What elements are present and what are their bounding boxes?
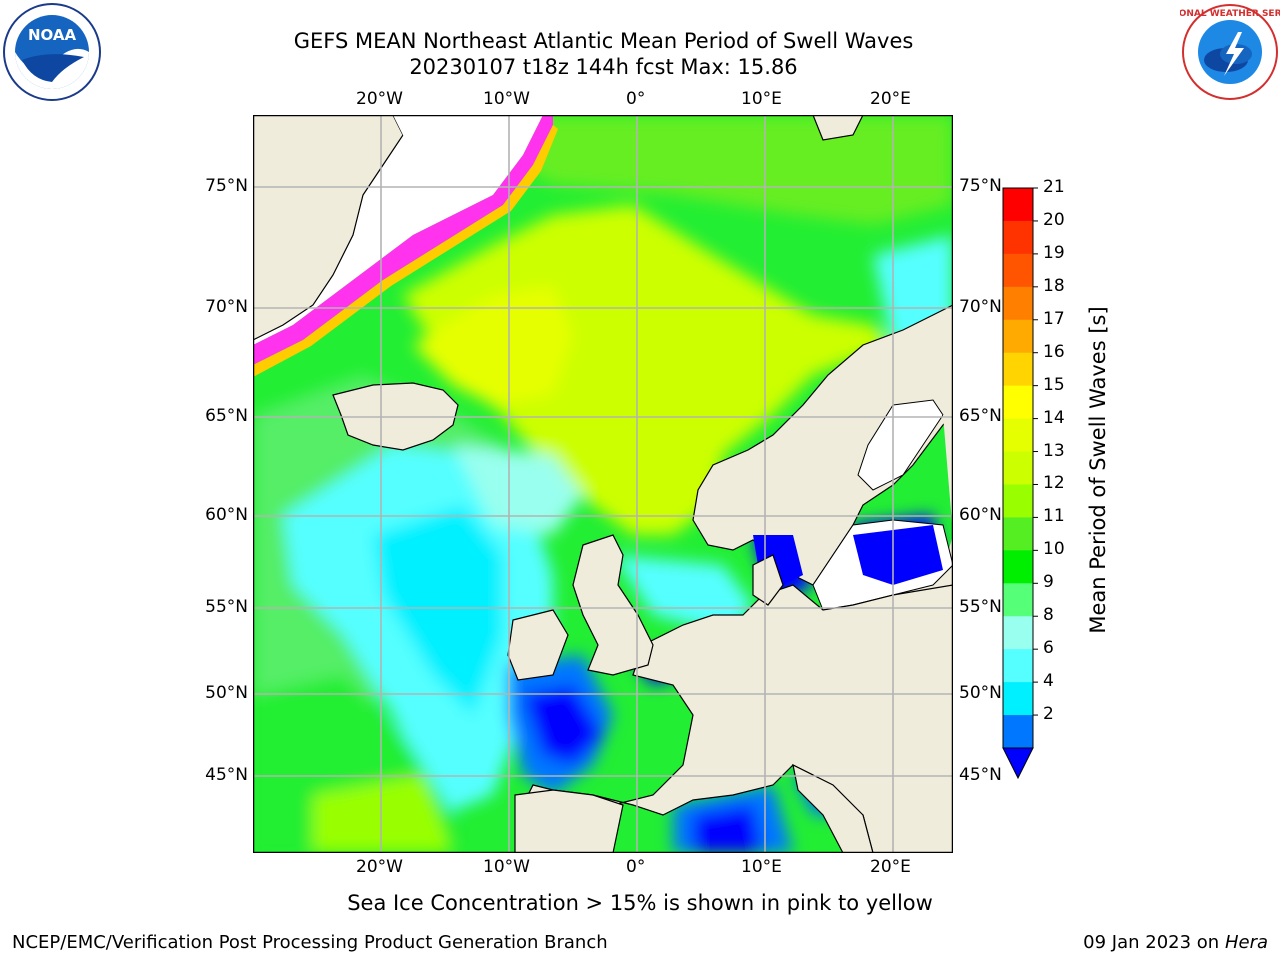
- colorbar-tick-label: 4: [1043, 671, 1054, 692]
- colorbar-segment: [1003, 188, 1033, 222]
- lat-label: 50°N: [205, 683, 248, 703]
- svg-text:NATIONAL WEATHER SERVICE: NATIONAL WEATHER SERVICE: [1180, 9, 1280, 19]
- lat-label: 60°N: [205, 505, 248, 525]
- footer-credit: NCEP/EMC/Verification Post Processing Pr…: [12, 932, 608, 953]
- colorbar-segment: [1003, 715, 1033, 749]
- colorbar-tick-label: 18: [1043, 275, 1065, 296]
- colorbar-tick-label: 12: [1043, 473, 1065, 494]
- colorbar-tick-label: 16: [1043, 341, 1065, 362]
- colorbar-tick-label: 11: [1043, 506, 1065, 527]
- lat-label: 75°N: [205, 176, 248, 196]
- lon-label: 10°E: [741, 857, 782, 877]
- colorbar-segment: [1003, 484, 1033, 518]
- lon-label: 20°E: [870, 857, 911, 877]
- colorbar-segment: [1003, 451, 1033, 485]
- lat-label: 55°N: [205, 597, 248, 617]
- colorbar-tick-label: 6: [1043, 638, 1054, 659]
- lon-label: 10°W: [483, 89, 530, 109]
- footer-date: 09 Jan 2023 on Hera: [1083, 932, 1268, 953]
- colorbar-segment: [1003, 517, 1033, 551]
- colorbar-segment: [1003, 583, 1033, 617]
- colorbar-tick-label: 21: [1043, 177, 1065, 197]
- lat-label: 55°N: [959, 597, 1002, 617]
- lat-label: 45°N: [205, 765, 248, 785]
- lat-label: 70°N: [205, 297, 248, 317]
- lat-label: 70°N: [959, 297, 1002, 317]
- lat-label: 75°N: [959, 176, 1002, 196]
- colorbar-tick-label: 8: [1043, 605, 1054, 626]
- map-subtitle: 20230107 t18z 144h fcst Max: 15.86: [409, 55, 798, 79]
- lat-label: 65°N: [205, 406, 248, 426]
- swell-period-map: [253, 115, 953, 853]
- colorbar-segment: [1003, 616, 1033, 650]
- svg-text:NOAA: NOAA: [28, 26, 77, 44]
- lat-label: 50°N: [959, 683, 1002, 703]
- colorbar-tick-label: 2: [1043, 704, 1054, 725]
- lon-label: 20°W: [356, 857, 403, 877]
- lon-label: 10°W: [483, 857, 530, 877]
- map-title: GEFS MEAN Northeast Atlantic Mean Period…: [293, 29, 914, 53]
- lon-label: 20°E: [870, 89, 911, 109]
- colorbar-tick-label: 15: [1043, 374, 1065, 395]
- lat-label: 45°N: [959, 765, 1002, 785]
- colorbar-extend-arrow: [1002, 747, 1034, 780]
- noaa-logo: NOAA: [2, 2, 102, 106]
- colorbar-segment: [1003, 352, 1033, 387]
- colorbar: [1000, 186, 1040, 790]
- colorbar-tick-label: 17: [1043, 308, 1065, 329]
- colorbar-segment: [1003, 649, 1033, 683]
- colorbar-segment: [1003, 253, 1033, 288]
- colorbar-tick-label: 19: [1043, 242, 1065, 263]
- colorbar-segment: [1003, 385, 1033, 420]
- graticule: [253, 115, 953, 853]
- colorbar-segment: [1003, 220, 1033, 255]
- colorbar-tick-label: 20: [1043, 209, 1065, 230]
- colorbar-tick-label: 13: [1043, 440, 1065, 461]
- colorbar-segment: [1003, 682, 1033, 716]
- lon-label: 0°: [626, 857, 646, 877]
- colorbar-tick-label: 9: [1043, 572, 1054, 593]
- lon-label: 20°W: [356, 89, 403, 109]
- lat-label: 60°N: [959, 505, 1002, 525]
- colorbar-tick-label: 10: [1043, 539, 1065, 560]
- sea-ice-note: Sea Ice Concentration > 15% is shown in …: [347, 891, 933, 915]
- lon-label: 0°: [626, 89, 646, 109]
- lat-label: 65°N: [959, 406, 1002, 426]
- colorbar-segment: [1003, 286, 1033, 321]
- colorbar-segment: [1003, 319, 1033, 354]
- colorbar-label: Mean Period of Swell Waves [s]: [1086, 306, 1110, 634]
- colorbar-tick-label: 14: [1043, 407, 1065, 428]
- lon-label: 10°E: [741, 89, 782, 109]
- colorbar-segment: [1003, 550, 1033, 584]
- colorbar-segment: [1003, 418, 1033, 453]
- nws-logo: NATIONAL WEATHER SERVICE: [1155, 2, 1280, 106]
